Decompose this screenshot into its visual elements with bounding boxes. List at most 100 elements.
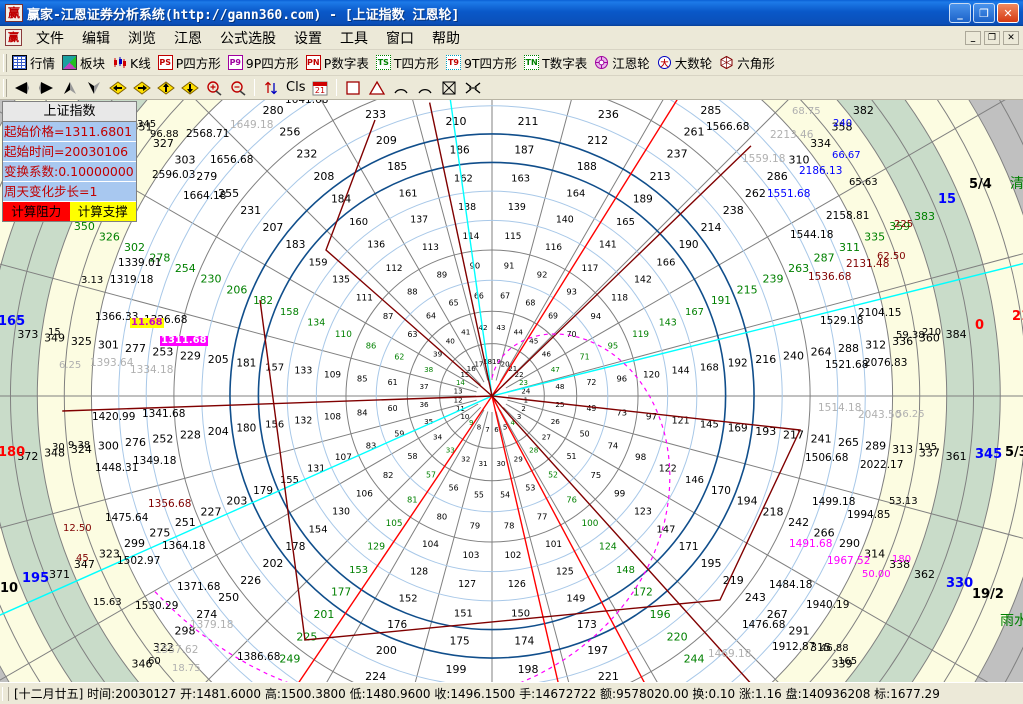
svg-text:174: 174 [514,636,534,648]
toolbar-p-number-table[interactable]: PN P数字表 [304,52,374,73]
menu-help[interactable]: 帮助 [432,30,460,47]
svg-text:79: 79 [470,520,481,530]
collapse-icon[interactable] [461,78,485,98]
arrow-left-icon[interactable] [10,78,34,98]
calc-resistance-button[interactable]: 计算阻力 [3,202,70,221]
toolbar-9t-square[interactable]: T9 9T四方形 [444,52,522,73]
toolbar-9p-square-label: 9P四方形 [245,56,299,71]
zoom-in-icon[interactable] [202,78,226,98]
svg-text:29: 29 [514,454,524,463]
toolbar-hexagon[interactable]: 六角形 [717,52,780,73]
svg-text:193: 193 [755,425,776,438]
svg-text:177: 177 [331,587,351,599]
svg-text:2076.83: 2076.83 [864,357,907,369]
svg-text:358: 358 [832,120,853,133]
svg-text:265: 265 [838,436,859,449]
mdi-restore-button[interactable]: ❐ [984,30,1000,45]
menu-formula[interactable]: 公式选股 [220,30,276,47]
svg-text:162: 162 [454,174,473,185]
square-icon[interactable] [341,78,365,98]
svg-text:59: 59 [394,429,404,438]
svg-text:239: 239 [762,273,783,286]
arc-right-icon[interactable] [413,78,437,98]
svg-text:382: 382 [853,104,874,117]
arc-left-icon[interactable] [389,78,413,98]
svg-text:1469.18: 1469.18 [708,648,751,660]
svg-text:81: 81 [407,494,418,504]
gann-wheel-icon [594,55,609,70]
svg-text:15.63: 15.63 [93,597,122,608]
toolbar-quotes[interactable]: 行情 [10,52,60,73]
svg-text:50.00: 50.00 [862,569,891,580]
menu-settings[interactable]: 设置 [294,30,322,47]
triangle-icon[interactable] [365,78,389,98]
gann-wheel-svg: 1920212223241234567891011121314151617184… [0,100,1023,682]
arrow-right-icon[interactable] [34,78,58,98]
draw-toolbar-grip[interactable] [3,78,7,97]
svg-text:47: 47 [551,365,560,374]
svg-text:5: 5 [503,424,507,432]
vertical-scale-icon[interactable] [259,78,283,98]
diamond-left-icon[interactable] [106,78,130,98]
svg-text:2104.15: 2104.15 [858,307,901,319]
calc-support-button[interactable]: 计算支撑 [69,202,136,221]
svg-text:15: 15 [460,371,469,379]
svg-text:103: 103 [463,551,480,561]
svg-text:167: 167 [685,307,704,318]
zoom-out-icon[interactable] [226,78,250,98]
menu-bar: 赢 文件 编辑 浏览 江恩 公式选股 设置 工具 窗口 帮助 _ ❐ ✕ [0,26,1023,50]
diamond-right-icon[interactable] [130,78,154,98]
toolbar-kline-label: K线 [130,56,151,71]
cone-down-icon[interactable] [82,78,106,98]
menu-browse[interactable]: 浏览 [128,30,156,47]
toolbar-gann-wheel[interactable]: 江恩轮 [592,52,655,73]
maximize-button[interactable]: ❐ [973,3,995,23]
svg-text:83: 83 [366,441,377,451]
toolbar-9p-square[interactable]: P9 9P四方形 [226,52,304,73]
toolbar-t-square[interactable]: TS T四方形 [374,52,444,73]
gann-wheel-chart[interactable]: 1920212223241234567891011121314151617184… [0,100,1023,682]
toolbar-t-number-table[interactable]: TN T数字表 [522,52,592,73]
menu-window[interactable]: 窗口 [386,30,414,47]
toolbar-blocks[interactable]: 板块 [60,52,110,73]
svg-text:168: 168 [700,362,719,373]
cone-up-icon[interactable] [58,78,82,98]
svg-text:6.25: 6.25 [59,360,81,371]
svg-text:136: 136 [367,240,385,251]
svg-text:24: 24 [521,388,530,396]
diamond-down-icon[interactable] [178,78,202,98]
svg-text:182: 182 [253,295,273,307]
minimize-button[interactable]: _ [949,3,971,23]
svg-text:48: 48 [555,382,565,391]
svg-text:126: 126 [508,579,526,590]
svg-text:348: 348 [44,447,65,460]
toolbar-separator-1 [254,79,255,96]
svg-text:155: 155 [280,475,299,486]
cls-button[interactable]: Cls [286,80,306,95]
svg-text:195: 195 [701,557,722,570]
close-button[interactable]: ✕ [997,3,1019,23]
svg-text:2022.17: 2022.17 [860,459,903,471]
svg-text:165: 165 [838,656,857,667]
mdi-close-button[interactable]: ✕ [1003,30,1019,45]
mdi-minimize-button[interactable]: _ [965,30,981,45]
svg-text:62: 62 [394,353,404,362]
box-cross-icon[interactable] [437,78,461,98]
svg-text:54: 54 [500,490,510,499]
diamond-up-icon[interactable] [154,78,178,98]
svg-text:184: 184 [331,193,351,205]
toolbar-kline[interactable]: K线 [110,52,156,73]
svg-text:315: 315 [810,641,831,654]
svg-text:279: 279 [196,170,217,183]
menu-file[interactable]: 文件 [36,30,64,47]
menu-gann[interactable]: 江恩 [174,30,202,47]
menu-tools[interactable]: 工具 [340,30,368,47]
toolbar-grip[interactable] [3,53,7,72]
calendar-icon[interactable]: 21 [308,78,332,98]
toolbar-p-square[interactable]: PS P四方形 [156,52,226,73]
svg-text:115: 115 [505,232,522,242]
menu-edit[interactable]: 编辑 [82,30,110,47]
svg-text:243: 243 [745,591,766,604]
svg-text:210: 210 [922,327,941,338]
toolbar-big-wheel[interactable]: 大 大数轮 [655,52,718,73]
